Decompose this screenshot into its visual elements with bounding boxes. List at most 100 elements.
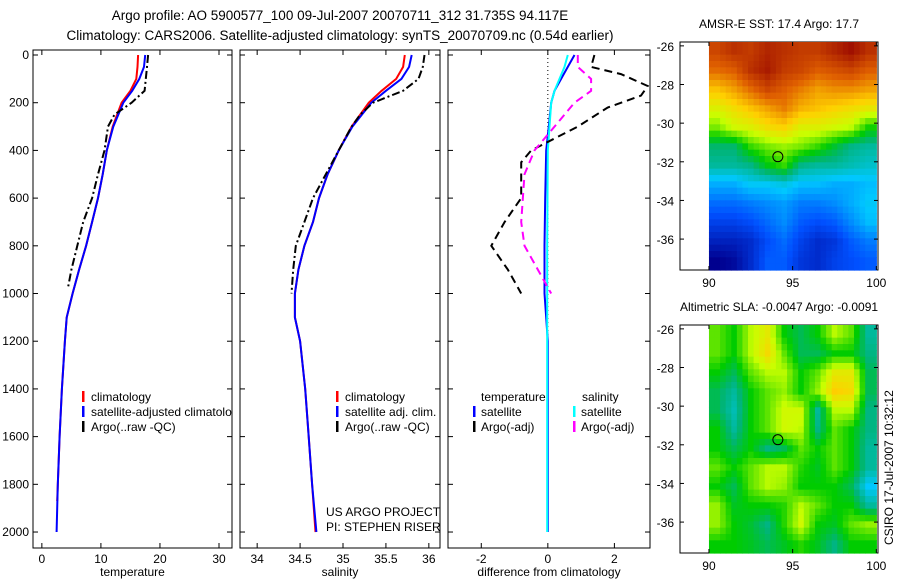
heatmap-cell [803, 54, 810, 62]
heatmap-cell [803, 401, 810, 408]
heatmap-cell [842, 219, 850, 227]
heatmap-cell [787, 388, 794, 396]
heatmap-cell [759, 477, 766, 484]
heatmap-cell [798, 73, 805, 81]
heatmap-cell [848, 325, 855, 332]
heatmap-cell [837, 426, 844, 434]
heatmap-cell [764, 527, 771, 535]
heatmap-cell [809, 489, 816, 497]
heatmap-cell [708, 213, 716, 220]
heatmap-cell [725, 61, 732, 68]
heatmap-cell [809, 73, 816, 81]
heatmap-cell [775, 251, 783, 258]
heatmap-cell [792, 149, 799, 157]
heatmap-cell [764, 344, 771, 351]
heatmap-cell [865, 257, 872, 265]
heatmap-cell [859, 194, 866, 201]
heatmap-cell [720, 213, 727, 220]
heatmap-cell [842, 73, 850, 81]
heatmap-cell [753, 521, 760, 529]
heatmap-cell [753, 470, 760, 478]
heatmap-cell [820, 73, 827, 81]
heatmap-cell [837, 80, 844, 87]
heatmap-cell [837, 502, 844, 510]
heatmap-cell [859, 470, 866, 478]
heatmap-cell [831, 143, 838, 151]
heatmap-cell [736, 263, 744, 271]
heatmap-cell [848, 80, 855, 87]
heatmap-cell [764, 244, 771, 252]
heatmap-cell [708, 325, 716, 332]
heatmap-cell [736, 534, 744, 541]
heatmap-cell [798, 118, 805, 125]
heatmap-cell [753, 257, 760, 265]
heatmap-cell [770, 61, 777, 68]
heatmap-cell [870, 206, 877, 214]
heatmap-cell [848, 515, 855, 522]
heatmap-cell [708, 244, 716, 252]
heatmap-cell [848, 257, 855, 265]
heatmap-cell [792, 508, 799, 516]
heatmap-cell [798, 375, 805, 383]
heatmap-cell [865, 92, 872, 100]
heatmap-cell [781, 263, 788, 271]
heatmap-cell [865, 105, 872, 113]
heatmap-cell [742, 105, 749, 113]
heatmap-cell [720, 92, 727, 100]
heatmap-cell [870, 73, 877, 81]
heatmap-cell [859, 363, 866, 370]
heatmap-cell [831, 118, 838, 125]
heatmap-cell [725, 92, 732, 100]
heatmap-cell [842, 99, 850, 106]
heatmap-cell [809, 546, 816, 554]
heatmap-cell [870, 194, 877, 201]
heatmap-cell [781, 251, 788, 258]
heatmap-cell [787, 451, 794, 459]
heatmap-cell [714, 445, 721, 453]
project-label: US ARGO PROJECT [326, 505, 441, 519]
heatmap-cell [714, 42, 721, 49]
heatmap-cell [814, 244, 822, 252]
heatmap-cell [764, 534, 771, 541]
heatmap-cell [725, 331, 732, 339]
heatmap-cell [748, 413, 755, 421]
heatmap-cell [803, 130, 810, 138]
heatmap-cell [792, 432, 799, 440]
heatmap-cell [831, 213, 838, 220]
heatmap-cell [770, 206, 777, 214]
heatmap-cell [753, 219, 760, 227]
x-tick-label: -2 [476, 552, 487, 566]
heatmap-cell [764, 80, 771, 87]
heatmap-cell [803, 80, 810, 87]
heatmap-cell [714, 534, 721, 541]
heatmap-cell [725, 458, 732, 465]
heatmap-cell [842, 48, 850, 56]
heatmap-cell [837, 232, 844, 239]
heatmap-cell [826, 225, 833, 233]
heatmap-cell [826, 99, 833, 106]
heatmap-cell [742, 426, 749, 434]
heatmap-cell [837, 105, 844, 113]
heatmap-cell [837, 451, 844, 459]
heatmap-cell [731, 502, 738, 510]
heatmap-cell [770, 105, 777, 113]
heatmap-cell [826, 86, 833, 94]
heatmap-cell [753, 502, 760, 510]
heatmap-cell [742, 118, 749, 125]
heatmap-cell [731, 445, 738, 453]
heatmap-cell [775, 175, 783, 182]
heatmap-cell [725, 534, 732, 541]
heatmap-cell [770, 213, 777, 220]
heatmap-cell [764, 464, 771, 472]
legend-entry: climatology [91, 390, 151, 404]
heatmap-cell [820, 111, 827, 119]
heatmap-cell [792, 515, 799, 522]
heatmap-cell [748, 534, 755, 541]
heatmap-cell [814, 394, 822, 402]
heatmap-cell [870, 375, 877, 383]
heatmap-cell [792, 502, 799, 510]
heatmap-cell [798, 181, 805, 189]
heatmap-cell [764, 42, 771, 49]
heatmap-cell [820, 426, 827, 434]
